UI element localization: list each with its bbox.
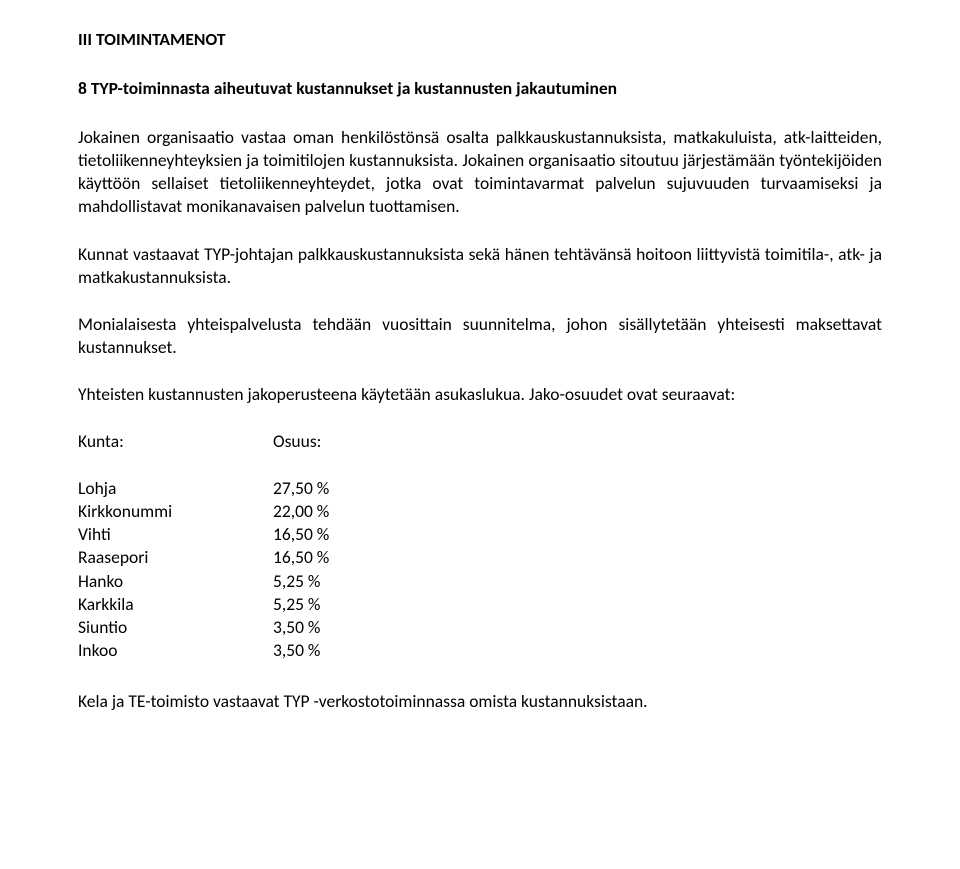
table-row: Kirkkonummi 22,00 % bbox=[78, 500, 882, 523]
table-row: Siuntio 3,50 % bbox=[78, 616, 882, 639]
table-row: Raasepori 16,50 % bbox=[78, 546, 882, 569]
table-row: Lohja 27,50 % bbox=[78, 477, 882, 500]
table-cell-key: Lohja bbox=[78, 477, 273, 500]
table-cell-key: Inkoo bbox=[78, 639, 273, 662]
section-heading: III TOIMINTAMENOT bbox=[78, 28, 882, 51]
table-header-key: Kunta: bbox=[78, 430, 273, 453]
subsection-heading: 8 TYP-toiminnasta aiheutuvat kustannukse… bbox=[78, 77, 882, 100]
table-cell-key: Siuntio bbox=[78, 616, 273, 639]
table-cell-value: 16,50 % bbox=[273, 523, 329, 546]
table-row: Inkoo 3,50 % bbox=[78, 639, 882, 662]
table-row: Vihti 16,50 % bbox=[78, 523, 882, 546]
table-header-value: Osuus: bbox=[273, 430, 321, 453]
table-cell-value: 16,50 % bbox=[273, 546, 329, 569]
paragraph: Kela ja TE-toimisto vastaavat TYP -verko… bbox=[78, 690, 882, 713]
share-table: Kunta: Osuus: Lohja 27,50 % Kirkkonummi … bbox=[78, 430, 882, 662]
table-cell-key: Vihti bbox=[78, 523, 273, 546]
table-row: Hanko 5,25 % bbox=[78, 570, 882, 593]
table-cell-key: Karkkila bbox=[78, 593, 273, 616]
table-header-row: Kunta: Osuus: bbox=[78, 430, 882, 453]
paragraph: Jokainen organisaatio vastaa oman henkil… bbox=[78, 126, 882, 218]
paragraph: Kunnat vastaavat TYP-johtajan palkkausku… bbox=[78, 243, 882, 289]
paragraph: Monialaisesta yhteispalvelusta tehdään v… bbox=[78, 313, 882, 359]
table-cell-key: Kirkkonummi bbox=[78, 500, 273, 523]
table-cell-value: 3,50 % bbox=[273, 639, 320, 662]
table-body: Lohja 27,50 % Kirkkonummi 22,00 % Vihti … bbox=[78, 477, 882, 662]
table-cell-value: 3,50 % bbox=[273, 616, 320, 639]
table-cell-value: 27,50 % bbox=[273, 477, 329, 500]
table-cell-key: Raasepori bbox=[78, 546, 273, 569]
table-row: Karkkila 5,25 % bbox=[78, 593, 882, 616]
paragraph: Yhteisten kustannusten jakoperusteena kä… bbox=[78, 383, 882, 406]
table-cell-key: Hanko bbox=[78, 570, 273, 593]
table-cell-value: 5,25 % bbox=[273, 570, 320, 593]
table-cell-value: 5,25 % bbox=[273, 593, 320, 616]
table-cell-value: 22,00 % bbox=[273, 500, 329, 523]
